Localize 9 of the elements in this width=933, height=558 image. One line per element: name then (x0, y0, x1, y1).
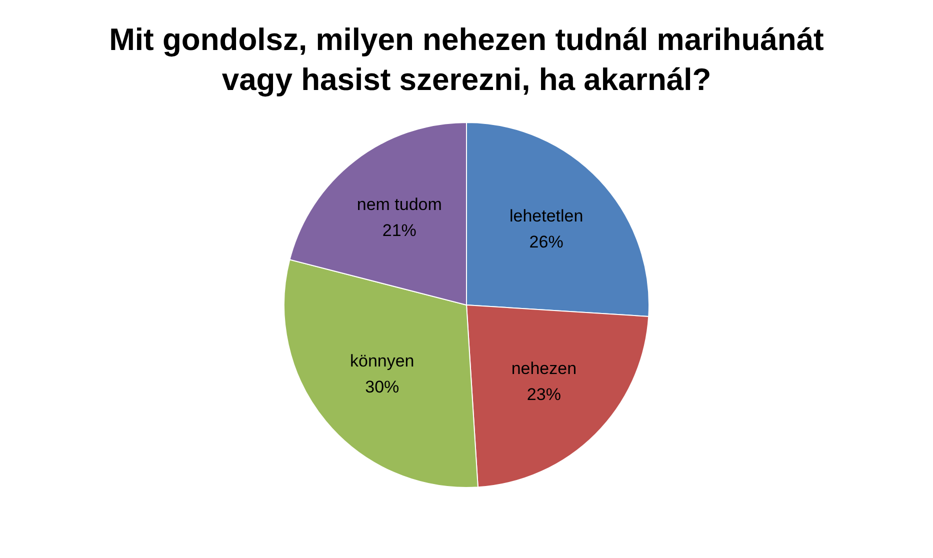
slice-label: könnyen (350, 351, 414, 370)
data-label: 21% (382, 221, 416, 240)
data-label: 26% (529, 232, 564, 252)
slice-label: nem tudom (356, 195, 442, 214)
slice-label: lehetetlen (509, 206, 584, 226)
chart-title: Mit gondolsz, milyen nehezen tudnál marihuánát vagy hasist szerezni, ha akarnál? (108, 21, 825, 99)
slice-label: nehezen (511, 359, 577, 378)
data-label: 30% (365, 377, 400, 396)
data-label: 23% (526, 385, 561, 404)
